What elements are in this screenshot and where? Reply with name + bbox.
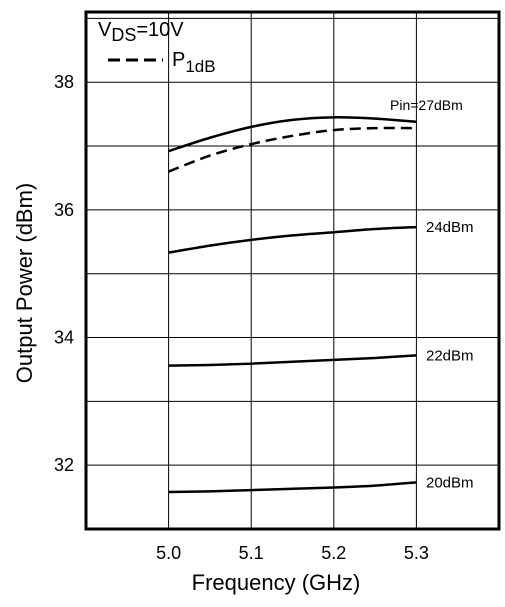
x-tick-label: 5.1 xyxy=(239,543,264,563)
series-line-3 xyxy=(169,355,417,365)
series-label: 20dBm xyxy=(426,474,474,491)
legend-dashed-entry-prefix: P xyxy=(172,49,185,71)
series-line-p1db xyxy=(169,128,417,172)
series-label: Pin=27dBm xyxy=(390,97,463,113)
series-label: 22dBm xyxy=(426,347,474,364)
y-tick-label: 34 xyxy=(54,328,74,348)
series-line-2 xyxy=(169,227,417,253)
legend: VDS=10V P1dB xyxy=(98,19,216,76)
x-tick-label: 5.0 xyxy=(156,543,181,563)
x-axis-title: Frequency (GHz) xyxy=(192,570,361,595)
x-tick-label: 5.3 xyxy=(404,543,429,563)
x-tick-label: 5.2 xyxy=(321,543,346,563)
legend-condition-prefix: V xyxy=(98,19,112,41)
series-line-4 xyxy=(169,482,417,492)
legend-dashed-entry-subscript: 1dB xyxy=(185,57,215,76)
y-axis-title: Output Power (dBm) xyxy=(12,183,37,384)
legend-condition-suffix: =10V xyxy=(136,19,184,41)
y-tick-label: 32 xyxy=(54,455,74,475)
series-layer xyxy=(169,117,417,492)
series-label: 24dBm xyxy=(426,219,474,236)
series-label-layer: Pin=27dBm 24dBm 22dBm 20dBm xyxy=(390,97,474,492)
legend-dashed-entry: P1dB xyxy=(172,49,216,76)
y-tick-label: 38 xyxy=(54,72,74,92)
plot-frame xyxy=(86,12,499,529)
y-tick-label: 36 xyxy=(54,200,74,220)
legend-condition: VDS=10V xyxy=(98,19,184,45)
legend-condition-subscript: DS xyxy=(111,25,136,45)
grid-layer xyxy=(86,12,499,529)
